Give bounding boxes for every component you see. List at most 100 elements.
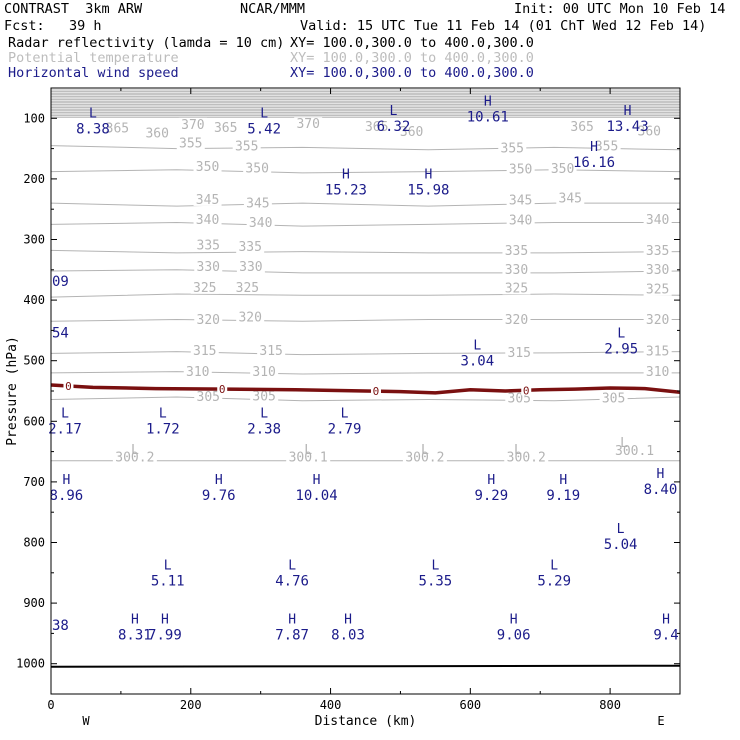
theta-label: 320 (238, 310, 261, 325)
wind-extremum-marker: H (487, 473, 495, 488)
y-tick-label: 100 (23, 111, 45, 125)
theta-label-bg (243, 196, 272, 210)
wind-extremum-value: 13.43 (607, 119, 649, 135)
theta-extremum-marker: L (304, 443, 312, 458)
wind-extremum-value: 9.29 (474, 488, 508, 504)
wind-extremum-value: 6.32 (377, 119, 411, 135)
theta-label-bg (502, 243, 531, 257)
wind-extremum-marker: H (313, 473, 321, 488)
theta-isentrope-line (51, 318, 680, 322)
x-axis-title: Distance (km) (315, 714, 417, 729)
wind-extremum-value: 7.87 (275, 627, 309, 643)
wind-extremum-marker: H (624, 104, 632, 119)
theta-isentrope-line (51, 202, 680, 207)
theta-label-bg (194, 238, 223, 252)
wind-extremum-marker: H (559, 473, 567, 488)
theta-isentrope-line (51, 351, 680, 356)
theta-label: 300.1 (615, 444, 654, 459)
theta-label-bg (286, 450, 331, 464)
wind-extremum-marker: L (89, 106, 97, 121)
theta-label-bg (397, 125, 426, 139)
wind-extremum-value: 2.17 (48, 421, 82, 437)
theta-label: 365 (106, 121, 129, 136)
wind-extremum-value: 9.76 (202, 488, 236, 504)
wind-extremum-value: 1.72 (146, 421, 180, 437)
theta-isentrope-line (51, 222, 680, 227)
theta-label-bg (246, 215, 275, 229)
wind-extremum-value: 15.23 (325, 183, 367, 199)
wind-extremum-marker: L (288, 559, 296, 574)
theta-label: 320 (197, 313, 220, 328)
y-tick-label: 600 (23, 414, 45, 428)
theta-label: 335 (646, 244, 669, 259)
legend-wind-label: Horizontal wind speed (8, 65, 179, 81)
legend-theta-xy: XY= 100.0,300.0 to 400.0,300.0 (290, 50, 534, 66)
theta-label: 330 (197, 260, 220, 275)
theta-label: 320 (505, 313, 528, 328)
y-tick-label: 1000 (16, 657, 45, 671)
wind-extremum-value: 5.35 (419, 574, 453, 590)
theta-label-bg (506, 193, 535, 207)
theta-label: 350 (196, 160, 219, 175)
y-tick-label: 300 (23, 233, 45, 247)
theta-label-bg (236, 240, 265, 254)
theta-label-bg (643, 365, 672, 379)
wind-extremum-marker: H (288, 612, 296, 627)
theta-label-bg (362, 120, 391, 134)
x-tick-label: 800 (599, 698, 621, 712)
legend-wind-xy: XY= 100.0,300.0 to 400.0,300.0 (290, 65, 534, 81)
theta-label-bg (612, 443, 657, 457)
forecast-hour: Fcst: 39 h (4, 18, 102, 34)
theta-label: 345 (509, 194, 532, 209)
theta-label: 305 (602, 392, 625, 407)
wind-extremum-marker: L (390, 104, 398, 119)
theta-label-bg (643, 312, 672, 326)
wind-extremum-value: 16.16 (573, 155, 615, 171)
theta-label: 315 (259, 344, 282, 359)
wind-extremum-value: 38 (52, 618, 69, 634)
x-tick-label: 200 (180, 698, 202, 712)
wind-extremum-marker: L (164, 559, 172, 574)
theta-label-bg (250, 389, 279, 403)
theta-label-bg (502, 263, 531, 277)
theta-label: 360 (145, 126, 168, 141)
theta-label-bg (183, 365, 212, 379)
theta-label: 325 (236, 281, 259, 296)
theta-label-bg (505, 346, 534, 360)
theta-label: 350 (509, 163, 532, 178)
wind-extremum-marker: H (590, 140, 598, 155)
theta-isentrope-line (51, 269, 680, 274)
theta-label-bg (504, 450, 549, 464)
wind-extremum-value: 5.04 (604, 537, 638, 553)
theta-label-bg (643, 282, 672, 296)
theta-label-bg (506, 213, 535, 227)
freezing-label-bg (370, 384, 381, 397)
wind-extremum-marker: L (431, 559, 439, 574)
theta-label-bg (643, 212, 672, 226)
theta-label-bg (211, 120, 240, 134)
center-title: NCAR/MMM (240, 1, 306, 17)
theta-label-bg (190, 280, 219, 294)
freezing-level-label: 0 (219, 383, 226, 396)
theta-label-bg (502, 312, 531, 326)
theta-label: 340 (196, 213, 219, 228)
theta-label-bg (250, 365, 279, 379)
theta-label-bg (193, 212, 222, 226)
theta-label: 335 (505, 244, 528, 259)
wind-extremum-marker: H (662, 612, 670, 627)
theta-label: 325 (646, 283, 669, 298)
x-end-label-east: E (657, 714, 664, 728)
wind-extremum-marker: L (260, 106, 268, 121)
y-tick-label: 400 (23, 293, 45, 307)
theta-label: 345 (196, 193, 219, 208)
x-tick-label: 600 (459, 698, 481, 712)
model-title: CONTRAST 3km ARW (4, 1, 143, 17)
y-tick-label: 700 (23, 475, 45, 489)
theta-label-bg (178, 117, 207, 131)
y-axis-title: Pressure (hPa) (5, 336, 20, 446)
theta-label: 300.2 (507, 450, 546, 465)
freezing-label-bg (63, 378, 74, 391)
theta-label-bg (176, 136, 205, 150)
theta-label-bg (548, 162, 577, 176)
theta-label-bg (643, 243, 672, 257)
